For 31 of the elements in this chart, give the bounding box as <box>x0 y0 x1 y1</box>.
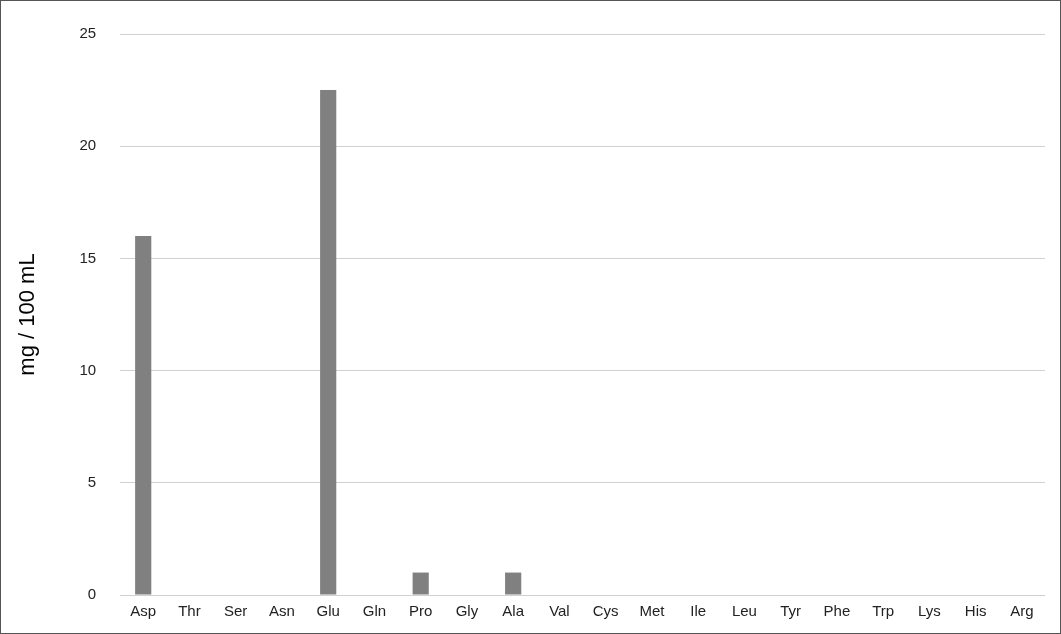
x-tick-label: Met <box>639 602 666 620</box>
x-tick-label: Trp <box>872 602 895 620</box>
x-tick-label: Pro <box>409 602 433 620</box>
bar <box>505 572 522 595</box>
x-tick-label: Arg <box>1010 602 1034 620</box>
x-tick-label: Cys <box>592 602 619 620</box>
x-tick-label: Ala <box>502 602 525 620</box>
bar <box>135 235 152 595</box>
y-axis-title: mg / 100 mL <box>14 253 40 376</box>
x-tick-label: Lys <box>917 602 941 620</box>
y-tick-label: 0 <box>87 585 97 603</box>
y-tick-label: 15 <box>79 248 97 266</box>
x-tick-label: Glu <box>316 602 340 620</box>
x-tick-label: Ser <box>224 602 248 620</box>
x-tick-label: Asp <box>130 602 157 620</box>
y-tick-label: 10 <box>79 360 97 378</box>
y-tick-label: 5 <box>87 472 97 490</box>
x-tick-label: Asn <box>269 602 295 620</box>
x-tick-label: Ile <box>690 602 707 620</box>
x-tick-label: Gln <box>362 602 387 620</box>
x-tick-label: Val <box>549 602 570 620</box>
y-tick-label: 20 <box>79 136 97 154</box>
x-tick-label: Leu <box>731 602 757 620</box>
x-tick-label: Thr <box>178 602 201 620</box>
x-tick-label: Phe <box>823 602 851 620</box>
bar <box>320 90 337 595</box>
x-tick-label: Gly <box>455 602 479 620</box>
y-tick-label: 25 <box>79 24 97 42</box>
x-tick-label: Tyr <box>780 602 802 620</box>
bar <box>412 572 429 595</box>
x-tick-label: His <box>964 602 987 620</box>
